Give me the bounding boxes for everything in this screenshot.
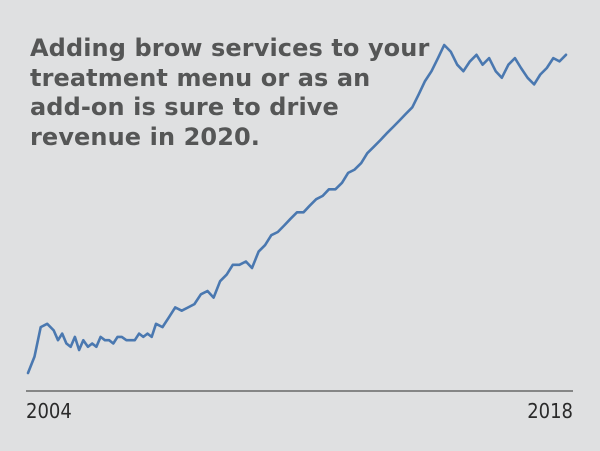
series-line [26,43,568,375]
x-tick-label-end: 2018 [527,399,573,423]
headline-line: Adding brow services to your [30,34,430,62]
headline-line: add-on is sure to drive [30,93,339,121]
headline: Adding brow services to your treatment m… [30,34,430,152]
headline-line: revenue in 2020. [30,122,261,151]
series-layer [26,43,568,375]
x-tick-label-start: 2004 [26,399,72,423]
headline-line: treatment menu or as an [30,63,371,92]
